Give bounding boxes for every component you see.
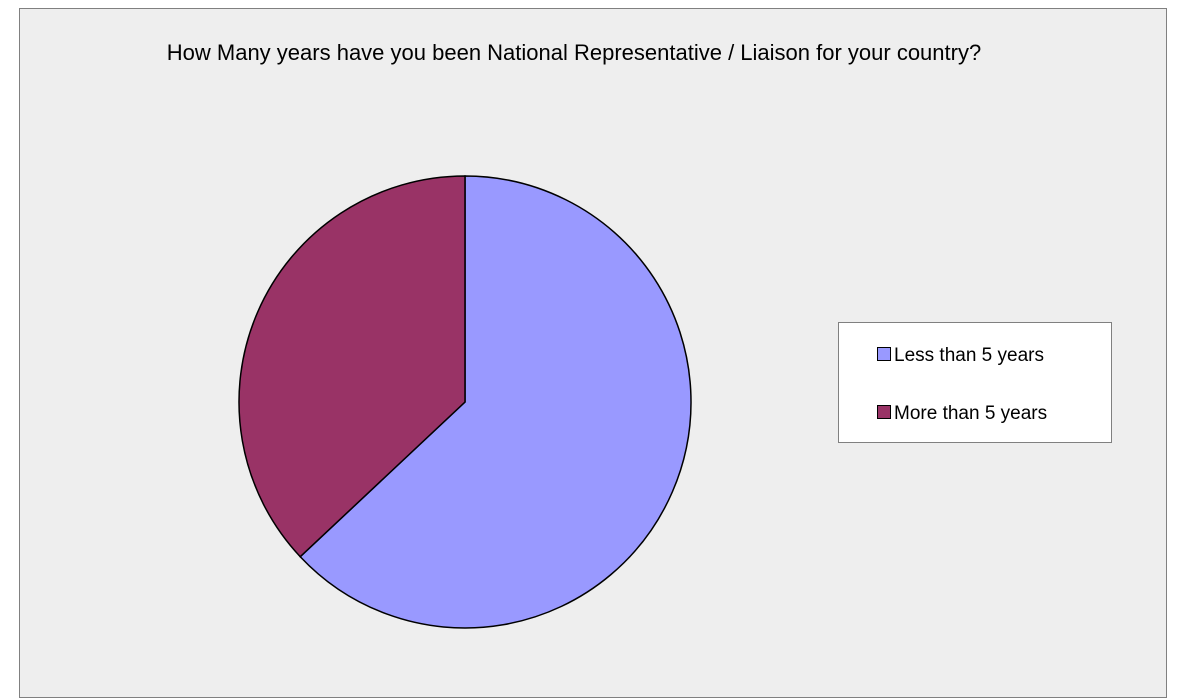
legend-item-less-than-5: Less than 5 years (877, 345, 1044, 367)
legend-swatch-less-than-5 (877, 347, 891, 361)
legend-swatch-more-than-5 (877, 405, 891, 419)
legend: Less than 5 years More than 5 years (838, 322, 1112, 443)
pie-slice-more-than-5-years (238, 175, 466, 558)
pie-slice-less-than-5-years (299, 175, 692, 629)
legend-label-more-than-5: More than 5 years (894, 403, 1048, 424)
chart-title: How Many years have you been National Re… (166, 40, 982, 65)
pie-chart (238, 175, 692, 629)
chart-area: How Many years have you been National Re… (19, 8, 1167, 698)
legend-label-less-than-5: Less than 5 years (894, 345, 1044, 366)
legend-item-more-than-5: More than 5 years (877, 403, 1047, 425)
